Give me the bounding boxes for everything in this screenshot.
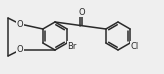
Text: O: O: [78, 7, 85, 17]
Text: Br: Br: [67, 42, 77, 50]
Text: Cl: Cl: [131, 42, 139, 50]
Text: O: O: [17, 20, 23, 28]
Text: O: O: [17, 46, 23, 54]
